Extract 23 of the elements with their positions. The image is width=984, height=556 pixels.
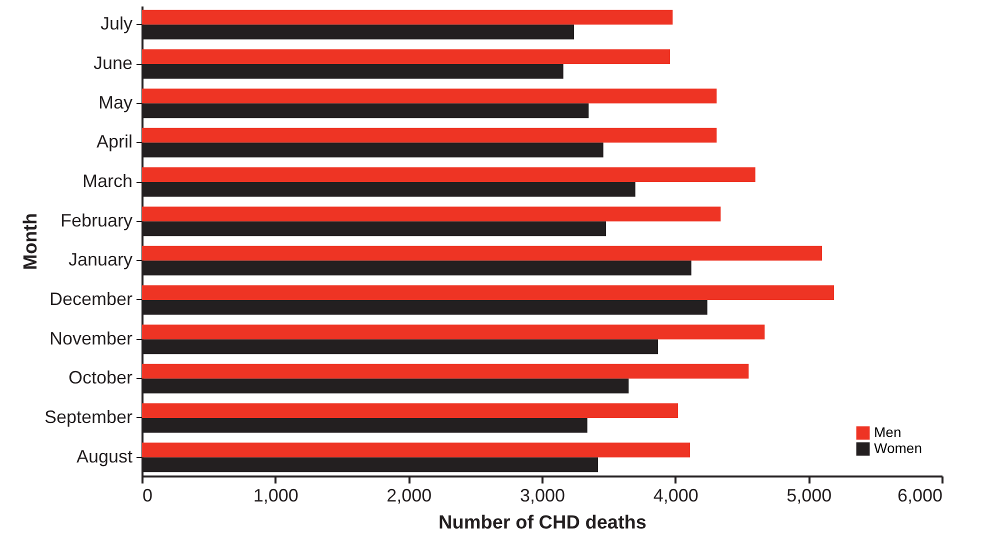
x-tick-label: 2,000: [386, 486, 432, 506]
x-tick-label: 6,000: [897, 486, 942, 506]
y-tick-label: June: [93, 53, 132, 74]
y-tick-label: March: [82, 171, 132, 192]
x-tick-label: 3,000: [520, 486, 566, 506]
x-tick-label: 0: [142, 486, 153, 506]
legend-label: Men: [874, 424, 902, 440]
y-tick-label: February: [60, 210, 132, 230]
y-tick-label: January: [68, 250, 132, 270]
y-tick-label: April: [96, 132, 132, 152]
y-tick-label: July: [100, 14, 132, 34]
legend-label: Women: [874, 440, 922, 456]
y-tick-label: September: [44, 406, 132, 427]
x-axis-title: Number of CHD deaths: [438, 512, 646, 534]
y-tick-label: August: [76, 446, 132, 466]
y-tick-label: November: [49, 328, 133, 348]
x-tick-label: 4,000: [653, 486, 698, 506]
y-tick-label: October: [68, 368, 133, 388]
y-axis-title: Month: [20, 213, 42, 270]
x-tick-label: 1,000: [253, 486, 298, 506]
y-tick-label: May: [98, 92, 132, 112]
y-tick-label: December: [49, 288, 133, 309]
x-tick-label: 5,000: [786, 486, 832, 506]
